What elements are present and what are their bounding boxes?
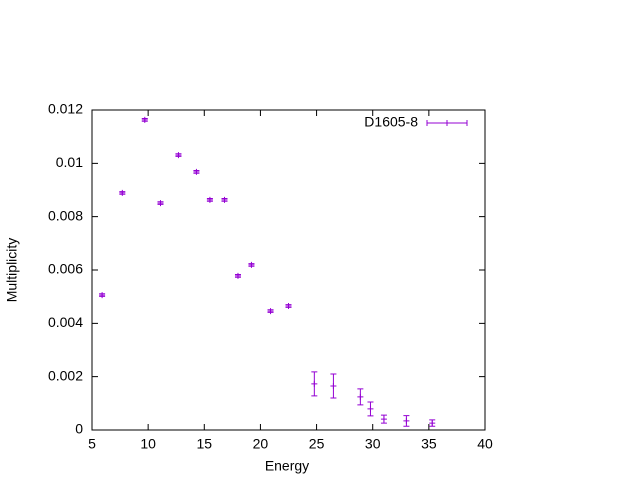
point bbox=[330, 383, 337, 389]
legend-label: D1605-8 bbox=[364, 114, 418, 130]
legend-sample bbox=[426, 120, 468, 126]
point bbox=[221, 196, 228, 203]
point bbox=[141, 116, 148, 123]
point bbox=[403, 417, 410, 424]
y-tick-label: 0.008 bbox=[48, 207, 83, 223]
x-tick-label: 5 bbox=[88, 436, 96, 452]
x-tick-label: 25 bbox=[309, 436, 325, 452]
x-tick-label: 30 bbox=[365, 436, 381, 452]
point bbox=[357, 393, 364, 400]
y-tick-label: 0 bbox=[75, 421, 83, 437]
point bbox=[311, 380, 318, 387]
plot-frame bbox=[91, 109, 486, 431]
y-tick-label: 0.01 bbox=[56, 154, 83, 170]
x-axis-label: Energy bbox=[265, 458, 309, 474]
point bbox=[193, 168, 200, 175]
y-tick-label: 0.006 bbox=[48, 261, 83, 277]
x-tick-label: 15 bbox=[196, 436, 212, 452]
point bbox=[175, 152, 182, 159]
point bbox=[99, 292, 106, 299]
point bbox=[367, 405, 374, 412]
point bbox=[285, 303, 292, 309]
point bbox=[119, 189, 126, 196]
point bbox=[206, 196, 213, 203]
x-tick-label: 10 bbox=[140, 436, 156, 452]
point bbox=[234, 272, 241, 279]
x-tick-label: 40 bbox=[477, 436, 493, 452]
x-tick-label: 20 bbox=[253, 436, 269, 452]
point bbox=[380, 416, 387, 423]
point bbox=[157, 200, 164, 207]
point bbox=[267, 308, 274, 315]
point bbox=[248, 261, 255, 268]
y-tick-label: 0.004 bbox=[48, 314, 83, 330]
y-axis-label: Multiplicity bbox=[4, 238, 20, 303]
x-tick-label: 35 bbox=[421, 436, 437, 452]
y-tick-label: 0.002 bbox=[48, 367, 83, 383]
y-tick-label: 0.012 bbox=[48, 101, 83, 117]
point bbox=[429, 420, 436, 427]
